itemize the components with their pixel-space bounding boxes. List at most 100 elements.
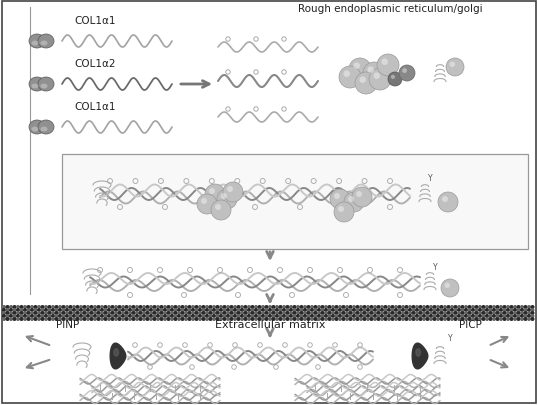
Circle shape (160, 318, 163, 320)
Circle shape (129, 306, 131, 309)
Circle shape (349, 312, 352, 315)
Circle shape (185, 306, 187, 309)
Circle shape (482, 315, 485, 318)
Circle shape (223, 183, 243, 202)
Circle shape (374, 318, 376, 320)
Circle shape (419, 315, 422, 318)
Circle shape (261, 312, 264, 315)
Circle shape (286, 312, 289, 315)
Circle shape (293, 312, 296, 315)
Circle shape (80, 309, 82, 311)
Circle shape (346, 315, 348, 318)
Circle shape (157, 312, 159, 315)
Circle shape (334, 202, 354, 222)
Circle shape (349, 59, 371, 81)
Circle shape (360, 315, 362, 318)
Circle shape (458, 312, 461, 315)
Circle shape (150, 306, 152, 309)
Circle shape (195, 309, 198, 311)
Circle shape (311, 306, 313, 309)
Circle shape (220, 306, 222, 309)
Circle shape (353, 312, 355, 315)
Circle shape (370, 318, 373, 320)
Circle shape (237, 312, 240, 315)
Circle shape (143, 309, 145, 311)
Circle shape (286, 318, 289, 320)
Circle shape (265, 309, 268, 311)
Circle shape (188, 309, 191, 311)
Circle shape (339, 306, 341, 309)
Circle shape (76, 312, 79, 315)
Circle shape (199, 309, 201, 311)
Circle shape (34, 312, 37, 315)
Circle shape (447, 315, 450, 318)
Circle shape (153, 309, 156, 311)
Circle shape (416, 312, 419, 315)
Circle shape (311, 309, 313, 311)
Circle shape (355, 73, 377, 95)
Circle shape (395, 312, 397, 315)
Circle shape (416, 306, 419, 309)
Circle shape (83, 312, 86, 315)
Circle shape (300, 318, 303, 320)
Circle shape (510, 315, 513, 318)
Circle shape (69, 306, 72, 309)
Circle shape (24, 312, 26, 315)
Circle shape (240, 318, 243, 320)
Circle shape (132, 306, 135, 309)
Circle shape (398, 312, 401, 315)
Circle shape (342, 312, 345, 315)
Circle shape (150, 318, 152, 320)
Circle shape (139, 315, 142, 318)
Circle shape (472, 309, 475, 311)
Circle shape (153, 318, 156, 320)
Circle shape (150, 309, 152, 311)
Circle shape (321, 315, 324, 318)
Circle shape (233, 306, 236, 309)
Circle shape (76, 309, 79, 311)
Circle shape (188, 315, 191, 318)
Circle shape (76, 306, 79, 309)
Circle shape (363, 63, 385, 85)
Circle shape (73, 315, 75, 318)
Circle shape (115, 312, 117, 315)
Circle shape (335, 318, 338, 320)
Circle shape (206, 315, 208, 318)
Circle shape (94, 306, 96, 309)
Circle shape (216, 306, 219, 309)
Circle shape (143, 315, 145, 318)
Circle shape (268, 315, 271, 318)
Circle shape (524, 309, 527, 311)
Circle shape (272, 312, 275, 315)
Circle shape (24, 318, 26, 320)
Circle shape (296, 315, 299, 318)
Circle shape (237, 306, 240, 309)
Circle shape (416, 315, 419, 318)
Circle shape (363, 315, 366, 318)
Circle shape (507, 318, 509, 320)
Circle shape (451, 312, 454, 315)
Circle shape (185, 318, 187, 320)
Circle shape (514, 315, 516, 318)
Circle shape (157, 315, 159, 318)
Circle shape (507, 309, 509, 311)
Circle shape (275, 315, 278, 318)
Circle shape (221, 194, 227, 200)
Circle shape (17, 306, 19, 309)
Circle shape (136, 315, 138, 318)
Circle shape (321, 306, 324, 309)
Circle shape (211, 200, 231, 220)
Circle shape (139, 318, 142, 320)
Circle shape (517, 306, 520, 309)
Circle shape (31, 315, 33, 318)
Circle shape (209, 318, 212, 320)
Circle shape (517, 309, 520, 311)
Circle shape (209, 315, 212, 318)
Circle shape (335, 312, 338, 315)
Circle shape (493, 318, 495, 320)
Circle shape (384, 306, 387, 309)
Circle shape (10, 306, 12, 309)
Circle shape (482, 318, 485, 320)
Circle shape (160, 309, 163, 311)
Circle shape (216, 315, 219, 318)
